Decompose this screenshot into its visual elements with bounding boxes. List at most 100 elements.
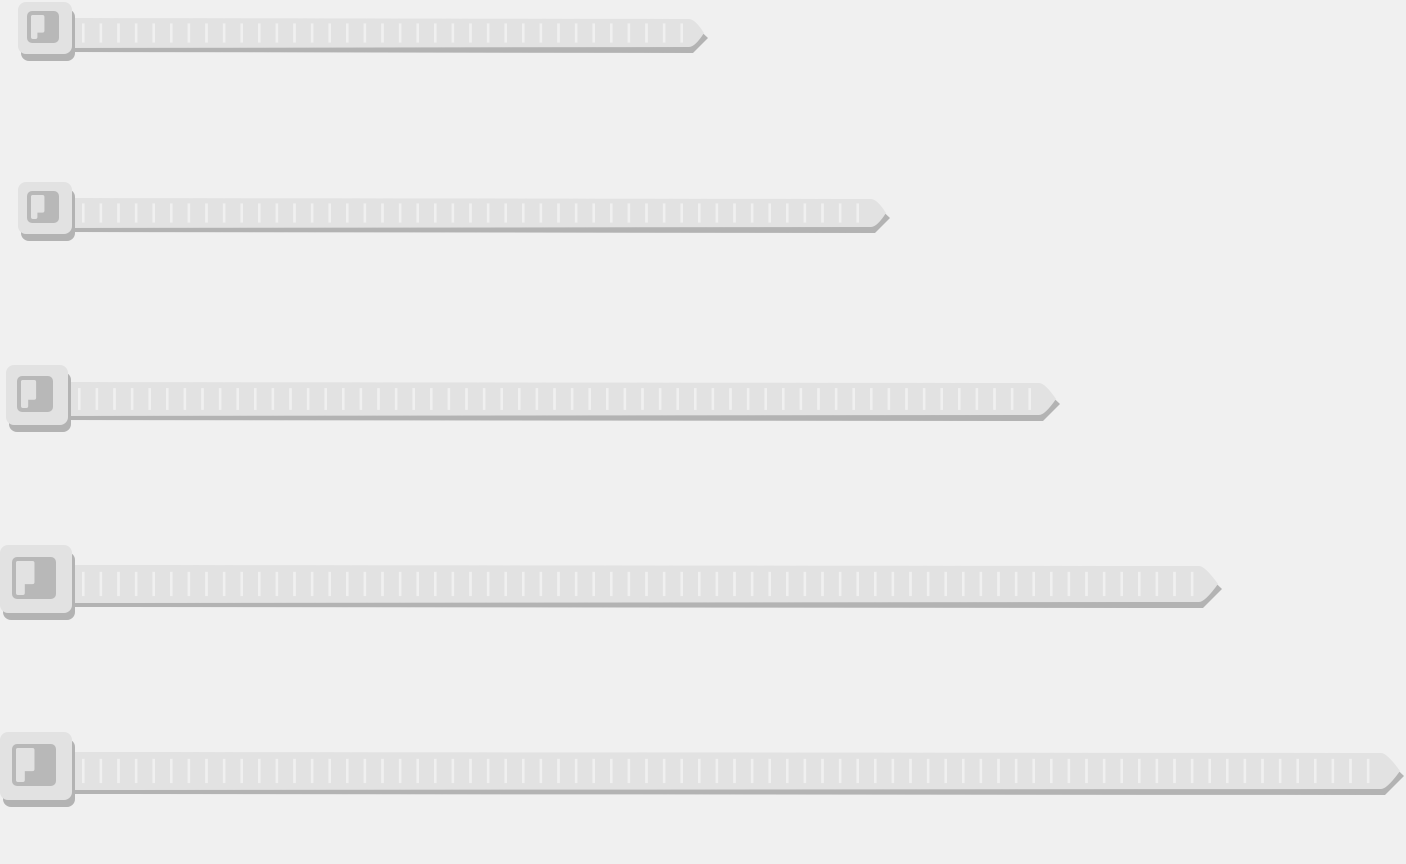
strap-rib [134,203,138,223]
strap-rib [275,758,279,784]
strap-rib [289,388,292,410]
strap-rib [1085,571,1088,597]
strap-rib [398,23,402,43]
strap-rib [698,758,701,784]
strap-rib [275,203,279,223]
strap-rib [222,571,226,597]
strap-rib [856,203,859,223]
strap-rib [856,571,859,597]
head-slot-inner [31,15,38,39]
strap-rib [1010,388,1014,410]
strap-rib [1102,758,1106,784]
strap-rib [187,758,191,784]
strap-rib [958,388,961,410]
strap-rib [733,571,736,597]
strap-rib [786,203,789,223]
strap-rib [838,758,842,784]
strap-rib [539,571,543,597]
strap-rib [293,23,296,43]
strap-rib [240,203,243,223]
strap-rib [803,758,807,784]
strap-rib [416,203,419,223]
strap-rib [733,758,736,784]
strap-rib [627,203,631,223]
strap-rib [768,758,771,784]
strap-rib [416,758,419,784]
head-slot-inner [21,380,29,408]
strap-rib [838,571,842,597]
strap-rib [662,571,666,597]
strap-rib [574,758,578,784]
strap-rib [240,571,243,597]
strap-rib [1155,758,1159,784]
strap [64,382,1056,416]
strap-rib [610,203,613,223]
strap-rib [486,23,490,43]
strap-rib [1032,571,1035,597]
strap-rib [694,388,697,410]
strap-rib [905,388,908,410]
strap-rib [412,388,415,410]
strap-rib [222,203,226,223]
strap-rib [821,203,824,223]
strap-rib [574,203,578,223]
strap-rib [310,203,314,223]
strap-rib [610,571,613,597]
strap-rib [486,571,490,597]
strap-rib [592,571,595,597]
strap-rib [926,758,930,784]
strap-rib [891,758,895,784]
strap-rib [1173,758,1176,784]
strap-rib [328,571,331,597]
strap-rib [1120,758,1123,784]
strap-rib [821,571,824,597]
strap-rib [275,23,279,43]
strap-rib [592,758,595,784]
strap-rib [504,758,507,784]
strap-rib [363,203,367,223]
strap-rib [451,23,455,43]
strap-rib [539,203,543,223]
strap-rib [729,388,732,410]
strap-rib [838,203,842,223]
strap-rib [504,571,507,597]
strap-rib [306,388,310,410]
strap-rib [944,758,947,784]
strap [68,198,886,228]
strap-rib [1028,388,1031,410]
strap-rib [398,571,402,597]
strap-rib [451,203,455,223]
strap-rib [271,388,275,410]
strap-rib [381,571,384,597]
strap-rib [803,571,807,597]
strap-rib [627,758,631,784]
strap-rib [170,571,173,597]
strap-rib [698,203,701,223]
strap-rib [398,758,402,784]
strap-rib [434,203,437,223]
strap-rib [95,388,99,410]
strap-rib [874,758,877,784]
strap-rib [346,203,349,223]
strap-rib [856,758,859,784]
strap-rib [680,571,683,597]
strap-rib [909,758,912,784]
head-slot-inner [16,748,25,782]
strap-rib [381,203,384,223]
strap-rib [205,23,208,43]
strap-rib [557,571,560,597]
strap-rib [324,388,327,410]
strap-rib [1173,571,1176,597]
strap-rib [1138,571,1141,597]
strap-rib [746,388,750,410]
strap-rib [377,388,380,410]
strap-rib [610,758,613,784]
strap-rib [434,23,437,43]
strap-rib [205,571,208,597]
strap-rib [522,203,525,223]
strap-rib [852,388,855,410]
strap-rib [1155,571,1159,597]
strap-rib [821,758,824,784]
strap-rib [183,388,187,410]
strap-rib [187,571,191,597]
